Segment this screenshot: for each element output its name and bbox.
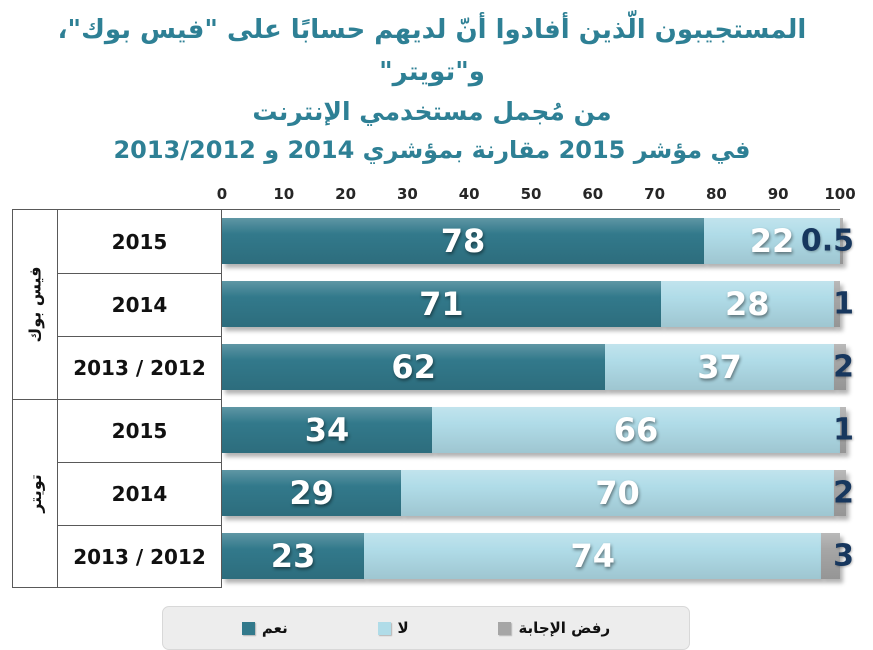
bar-row: 34 66 1 (222, 399, 854, 462)
x-tick-10: 10 (273, 185, 295, 204)
x-tick-30: 30 (396, 185, 418, 204)
group-label-text: فيس بوك (25, 266, 45, 343)
segment-yes: 29 (222, 470, 402, 517)
x-tick-70: 70 (644, 185, 666, 204)
chart-title: المستجيبون الّذين أفادوا أنّ لديهم حسابً… (12, 10, 852, 169)
refused-value: 2 (833, 349, 854, 385)
segment-yes: 78 (222, 218, 705, 265)
x-axis: 0 10 20 30 40 50 60 70 80 90 100 (217, 179, 856, 204)
segment-no: 66 (432, 407, 840, 454)
legend-item-yes: نعم (241, 619, 288, 638)
year-label: 2013 / 2012 (57, 336, 222, 400)
legend-label-no: لا (397, 619, 409, 638)
bar-row: 29 70 2 (222, 462, 854, 525)
group-label-text: تويتر (25, 474, 45, 513)
legend-item-refused: رفض الإجابة (498, 619, 610, 637)
stacked-bar: 62 37 2 (222, 344, 854, 391)
refused-value: 2 (833, 475, 854, 511)
segment-no: 37 (605, 344, 834, 391)
no-value: 74 (570, 537, 616, 576)
x-tick-50: 50 (520, 185, 542, 204)
group-label-twitter: تويتر (12, 399, 57, 589)
no-value: 22 (749, 222, 795, 261)
segment-no: 70 (401, 470, 834, 517)
x-tick-80: 80 (705, 185, 727, 204)
stacked-bar: 29 70 2 (222, 470, 854, 517)
segment-refused (839, 218, 844, 265)
bar-row: 62 37 2 (222, 336, 854, 399)
segment-no: 22 (704, 218, 840, 265)
segment-yes: 71 (222, 281, 661, 328)
segment-yes: 23 (222, 533, 365, 580)
no-value: 28 (725, 285, 770, 324)
year-label: 2013 / 2012 (57, 525, 222, 589)
yes-value: 29 (289, 474, 334, 513)
legend-item-no: لا (377, 619, 409, 638)
legend-wrap: نعم لا رفض الإجابة (12, 606, 840, 650)
legend-label-yes: نعم (261, 619, 288, 638)
legend-marker-refused (498, 621, 512, 635)
segment-refused (821, 533, 840, 580)
title-line-1: المستجيبون الّذين أفادوا أنّ لديهم حسابً… (57, 15, 807, 87)
segment-refused (833, 470, 847, 517)
title-line-3: في مؤشر 2015 مقارنة بمؤشري 2014 و 2013/2… (113, 135, 751, 164)
segment-refused (833, 281, 840, 328)
no-value: 66 (613, 411, 659, 450)
bar-row: 78 22 0.5 (222, 210, 854, 273)
no-value: 37 (697, 348, 742, 387)
yes-value: 62 (391, 348, 436, 387)
year-label: 2015 (57, 210, 222, 274)
legend-marker-no (377, 621, 391, 635)
x-tick-60: 60 (582, 185, 604, 204)
year-label: 2015 (57, 399, 222, 463)
stacked-bar: 34 66 1 (222, 407, 854, 454)
yes-value: 34 (304, 411, 350, 450)
x-tick-0: 0 (216, 185, 228, 204)
title-line-2: من مُجمل مستخدمي الإنترنت (252, 97, 612, 127)
segment-no: 28 (660, 281, 834, 328)
year-label: 2014 (57, 273, 222, 337)
legend: نعم لا رفض الإجابة (162, 606, 690, 650)
year-label: 2014 (57, 462, 222, 526)
segment-refused (839, 407, 847, 454)
yes-value: 71 (419, 285, 464, 324)
refused-value: 1 (833, 412, 854, 448)
refused-value: 3 (833, 538, 854, 574)
refused-value: 0.5 (800, 223, 854, 259)
no-value: 70 (595, 474, 640, 513)
yes-value: 78 (440, 222, 486, 261)
group-label-facebook: فيس بوك (12, 210, 57, 400)
stacked-bar: 23 74 3 (222, 533, 854, 580)
stacked-bar: 71 28 1 (222, 281, 854, 328)
chart-area: فيس بوك 2015 78 22 0.5 2014 71 28 1 2013 / 2012 62… (12, 209, 854, 589)
segment-refused (833, 344, 847, 391)
bar-row: 23 74 3 (222, 525, 854, 588)
x-tick-20: 20 (335, 185, 357, 204)
refused-value: 1 (833, 286, 854, 322)
segment-yes: 62 (222, 344, 606, 391)
x-tick-40: 40 (458, 185, 480, 204)
segment-no: 74 (364, 533, 822, 580)
yes-value: 23 (270, 537, 316, 576)
x-tick-100: 100 (824, 185, 856, 204)
chart-page: المستجيبون الّذين أفادوا أنّ لديهم حسابً… (12, 10, 856, 650)
legend-label-refused: رفض الإجابة (518, 619, 611, 638)
segment-yes: 34 (222, 407, 433, 454)
x-tick-90: 90 (767, 185, 789, 204)
legend-marker-yes (241, 621, 255, 635)
stacked-bar: 78 22 0.5 (222, 218, 854, 265)
bar-row: 71 28 1 (222, 273, 854, 336)
